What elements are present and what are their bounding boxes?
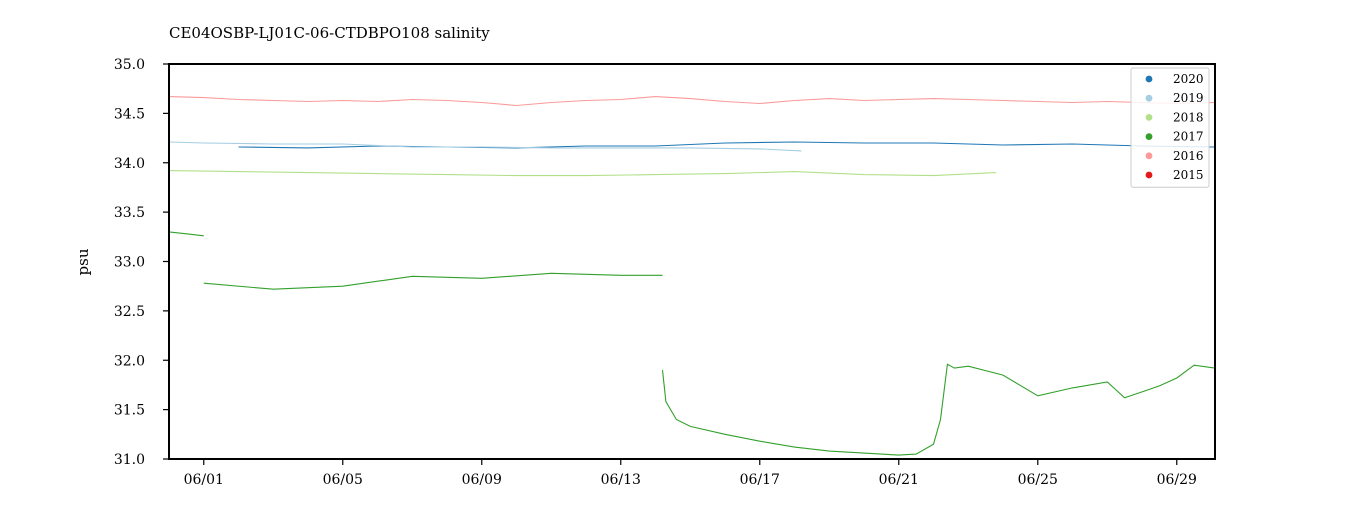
x-tick-label: 06/01 [184,472,224,488]
series-line-2019 [169,141,802,152]
legend-label-2019: 2019 [1173,91,1204,105]
y-tick-label: 32.5 [114,304,145,320]
x-tick-label: 06/21 [879,472,919,488]
y-tick-label: 35.0 [114,57,145,73]
series-line-2016 [169,96,1215,107]
y-axis-label: psu [74,248,92,275]
y-tick-label: 33.0 [114,255,145,271]
series-line-2017-seg3 [661,363,1215,456]
x-tick-label: 06/29 [1157,472,1197,488]
y-tick-label: 34.5 [114,106,145,122]
y-tick-label: 31.0 [114,452,145,468]
axes-layer: 31.0 31.5 32.0 32.5 33.0 33.5 34.0 34.5 35.0 06/0… [114,57,1216,488]
x-tick-label: 06/13 [601,472,641,488]
series-line-2018 [169,170,997,177]
legend: 2020 2019 2018 2017 2016 2015 [1130,67,1210,188]
legend-marker-2017 [1145,133,1153,141]
x-tick-label: 06/25 [1018,472,1058,488]
legend-marker-2018 [1145,114,1153,121]
x-tick-label: 06/09 [462,472,502,488]
y-tick-label: 32.0 [114,353,145,369]
x-tick-label: 06/05 [323,472,363,488]
plot-frame [168,63,1216,460]
legend-label-2017: 2017 [1173,130,1204,144]
y-tick-label: 31.5 [114,403,145,419]
legend-label-2020: 2020 [1173,72,1204,86]
legend-label-2018: 2018 [1173,110,1204,124]
legend-marker-2020 [1145,75,1153,83]
legend-marker-2015 [1145,171,1153,179]
series-line-2017-seg2 [203,272,663,290]
series-line-2020 [238,141,1215,149]
y-tick-label: 33.5 [114,205,145,221]
legend-label-2015: 2015 [1173,168,1204,182]
legend-marker-2019 [1145,94,1153,102]
legend-marker-2016 [1145,152,1153,160]
chart-title: CE04OSBP-LJ01C-06-CTDBPO108 salinity [169,24,490,42]
y-tick-label: 34.0 [114,156,145,172]
legend-label-2016: 2016 [1173,149,1204,163]
x-tick-label: 06/17 [740,472,780,488]
series-layer [169,96,1215,456]
series-line-2017-seg1 [169,231,204,237]
